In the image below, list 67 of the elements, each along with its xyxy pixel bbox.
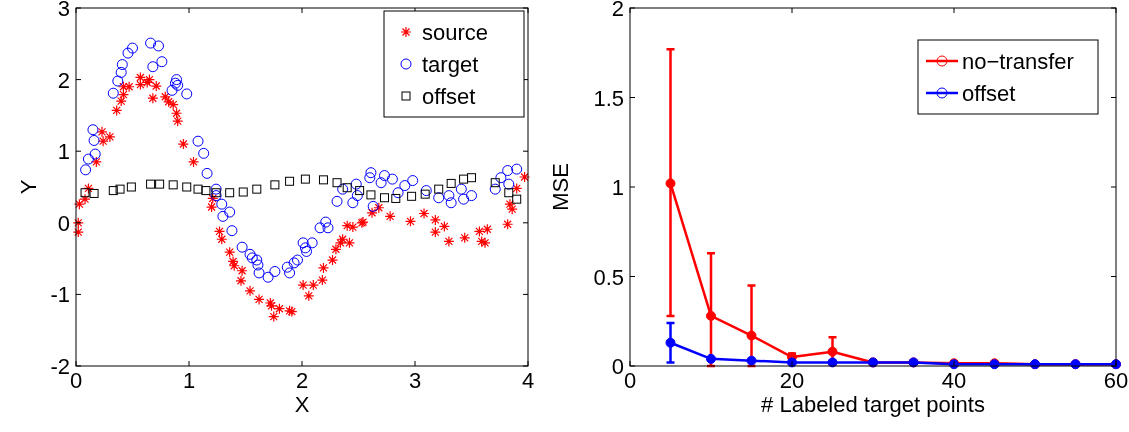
point [108, 186, 118, 196]
point [391, 193, 401, 203]
x-tick-label: 3 [408, 368, 422, 393]
point [420, 189, 430, 199]
point [126, 182, 136, 192]
point [366, 190, 376, 200]
y-tick-label: 3 [57, 0, 70, 21]
point [355, 186, 365, 196]
point [238, 187, 248, 197]
point [446, 178, 456, 188]
x-tick-label: 40 [941, 368, 967, 393]
x-tick-label: 2 [295, 368, 309, 393]
y-tick-label: 1.5 [593, 85, 624, 111]
point [467, 173, 476, 183]
point [252, 184, 262, 194]
point [168, 180, 178, 190]
point [342, 183, 352, 193]
point [512, 194, 522, 204]
point [459, 174, 469, 184]
y-axis-title: Y [16, 179, 41, 195]
point [490, 178, 500, 188]
legend-label: target [422, 52, 479, 77]
point [665, 337, 676, 348]
y-tick-label: 1 [57, 139, 70, 165]
point [504, 188, 514, 198]
y-tick-label: 1 [611, 175, 624, 200]
y-tick-label: 2 [611, 0, 624, 21]
point [379, 193, 389, 203]
point [285, 176, 295, 186]
point [332, 178, 342, 188]
point [193, 184, 203, 194]
point [155, 179, 165, 189]
point [665, 178, 676, 189]
x-tick-label: 20 [779, 368, 805, 393]
point [407, 191, 417, 201]
point [225, 188, 235, 198]
y-tick-label: 0.5 [593, 264, 624, 290]
point [827, 346, 838, 357]
x-tick-label: 4 [521, 368, 535, 393]
legend-label: offset [962, 81, 1016, 106]
point [746, 355, 757, 366]
point [80, 188, 90, 198]
y-tick-label: -2 [50, 354, 70, 379]
y-tick-label: 0 [57, 210, 70, 236]
y-tick-label: -1 [50, 282, 70, 308]
legend-label: no−transfer [962, 49, 1074, 74]
point [434, 184, 444, 194]
legend-label: source [422, 20, 489, 45]
y-tick-label: 2 [57, 67, 70, 93]
point [182, 182, 192, 192]
y-axis-title: MSE [548, 163, 573, 211]
x-axis-title: X [294, 392, 310, 417]
point [706, 353, 716, 364]
point [89, 188, 99, 198]
point [706, 310, 716, 321]
x-axis-title: # Labeled target points [761, 392, 985, 417]
point [270, 180, 280, 190]
point [746, 330, 757, 341]
point [318, 175, 328, 185]
x-tick-label: 60 [1103, 368, 1129, 393]
point [211, 188, 221, 198]
point [115, 184, 125, 194]
point [146, 179, 156, 189]
legend-label: offset [422, 84, 476, 109]
point [300, 174, 310, 184]
x-tick-label: 1 [182, 368, 196, 393]
point [201, 186, 211, 196]
